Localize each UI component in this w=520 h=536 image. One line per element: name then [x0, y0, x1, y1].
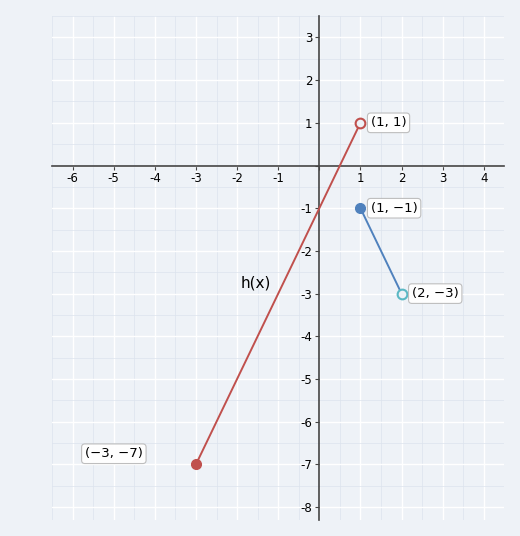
Text: (1, 1): (1, 1) — [371, 116, 406, 129]
Text: h(x): h(x) — [240, 276, 271, 291]
Text: (−3, −7): (−3, −7) — [85, 447, 143, 460]
Text: (1, −1): (1, −1) — [371, 202, 418, 215]
Text: (2, −3): (2, −3) — [412, 287, 459, 300]
